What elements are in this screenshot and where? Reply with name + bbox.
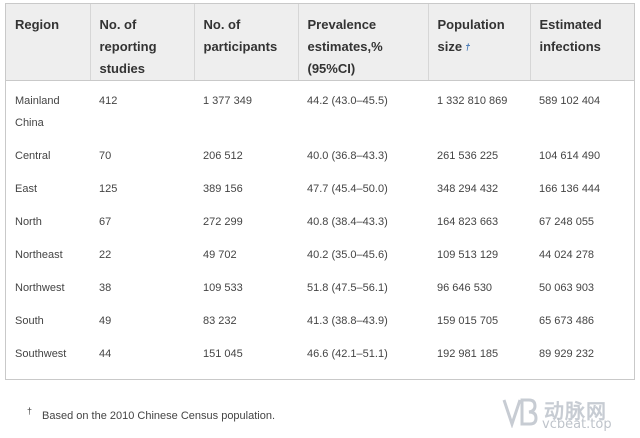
table-row: Mainland China 412 1 377 349 44.2 (43.0–… [6,81,634,146]
cell-population: 348 294 432 [437,183,499,195]
population-footnote-link[interactable]: † [465,42,471,52]
cell-studies: 49 [99,315,112,327]
cell-prevalence: 40.2 (35.0–45.6) [307,249,388,261]
cell-population: 1 332 810 869 [437,95,508,107]
vcbeat-watermark: 动脉网 vcbeat.top [502,396,632,432]
cell-participants: 389 156 [203,183,243,195]
prevalence-table: Region No. of reporting studies No. of p… [6,4,634,376]
cell-prevalence: 40.0 (36.8–43.3) [307,150,388,162]
header-population-size-label: Population size [437,17,505,54]
footnote-text: Based on the 2010 Chinese Census populat… [42,410,276,422]
cell-population: 159 015 705 [437,315,499,327]
cell-prevalence: 41.3 (38.8–43.9) [307,315,388,327]
cell-region: Central [15,150,51,162]
cell-infections: 44 024 278 [539,249,595,261]
cell-region: Southwest [15,348,67,360]
header-region: Region [6,4,91,81]
header-estimated-infections: Estimated infections [530,4,634,81]
cell-population: 96 646 530 [437,282,493,294]
cell-infections: 50 063 903 [539,282,595,294]
cell-participants: 49 702 [203,249,237,261]
cell-region: North [15,216,42,228]
cell-participants: 109 533 [203,282,243,294]
cell-region: East [15,183,38,195]
cell-infections: 166 136 444 [539,183,601,195]
cell-infections: 67 248 055 [539,216,595,228]
cell-studies: 22 [99,249,112,261]
cell-region: Northeast [15,249,63,261]
table-footnote: † Based on the 2010 Chinese Census popula… [27,406,276,422]
cell-prevalence: 47.7 (45.4–50.0) [307,183,388,195]
cell-population: 164 823 663 [437,216,499,228]
vcbeat-logo-icon [502,398,538,429]
header-prevalence: Prevalence estimates,% (95%CI) [298,4,429,81]
cell-participants: 83 232 [203,315,237,327]
table-row: North 67 272 299 40.8 (38.4–43.3) 164 82… [6,211,634,244]
table-header-row: Region No. of reporting studies No. of p… [6,4,634,81]
cell-studies: 70 [99,150,112,162]
cell-participants: 151 045 [203,348,243,360]
cell-population: 192 981 185 [437,348,499,360]
cell-studies: 125 [99,183,118,195]
table-row: Northeast 22 49 702 40.2 (35.0–45.6) 109… [6,244,634,277]
cell-studies: 38 [99,282,112,294]
watermark-brand: 动脉网 [544,401,607,423]
cell-prevalence: 40.8 (38.4–43.3) [307,216,388,228]
header-reporting-studies: No. of reporting studies [90,4,195,81]
table-row: East 125 389 156 47.7 (45.4–50.0) 348 29… [6,178,634,211]
cell-region: Northwest [15,282,65,294]
header-participants: No. of participants [194,4,299,81]
cell-infections: 89 929 232 [539,348,595,360]
cell-participants: 206 512 [203,150,243,162]
cell-region: South [15,315,44,327]
cell-prevalence: 44.2 (43.0–45.5) [307,95,388,107]
cell-participants: 1 377 349 [203,95,252,107]
table-row: Southwest 44 151 045 46.6 (42.1–51.1) 19… [6,343,634,376]
cell-region: Mainland China [15,95,60,129]
cell-infections: 589 102 404 [539,95,601,107]
header-population-size: Population size † [428,4,531,81]
cell-population: 109 513 129 [437,249,499,261]
cell-participants: 272 299 [203,216,243,228]
cell-studies: 67 [99,216,112,228]
cell-infections: 104 614 490 [539,150,601,162]
table-row: Northwest 38 109 533 51.8 (47.5–56.1) 96… [6,277,634,310]
table-row: South 49 83 232 41.3 (38.8–43.9) 159 015… [6,310,634,343]
cell-prevalence: 46.6 (42.1–51.1) [307,348,388,360]
cell-studies: 44 [99,348,112,360]
watermark-url: vcbeat.top [542,417,612,432]
footnote-marker: † [27,406,33,416]
data-table-container: Region No. of reporting studies No. of p… [5,3,635,380]
cell-infections: 65 673 486 [539,315,595,327]
cell-prevalence: 51.8 (47.5–56.1) [307,282,388,294]
table-row: Central 70 206 512 40.0 (36.8–43.3) 261 … [6,145,634,178]
cell-studies: 412 [99,95,118,107]
cell-population: 261 536 225 [437,150,499,162]
